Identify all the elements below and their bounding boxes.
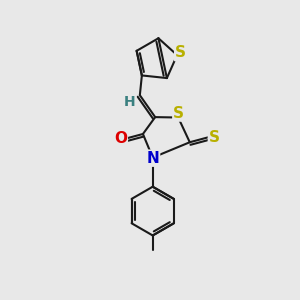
Text: S: S	[209, 130, 220, 145]
Text: N: N	[146, 151, 159, 166]
Text: S: S	[175, 45, 186, 60]
Text: O: O	[114, 131, 127, 146]
Text: H: H	[124, 95, 135, 110]
Text: S: S	[173, 106, 184, 121]
